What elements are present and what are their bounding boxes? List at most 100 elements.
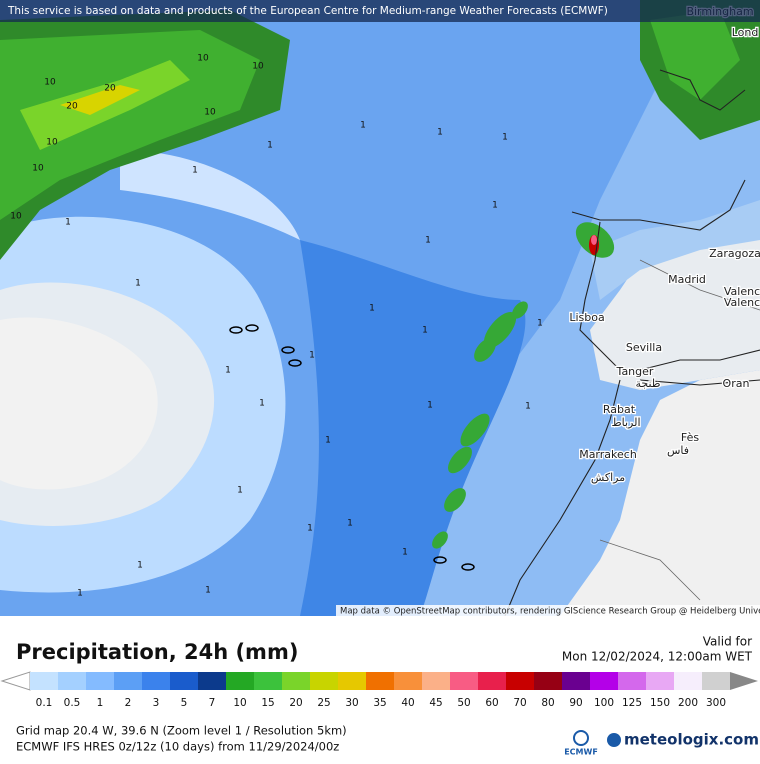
colorbar-swatch [58,672,86,690]
island [229,326,243,334]
contour-label: 1 [137,561,143,571]
colorbar-swatch [170,672,198,690]
colorbar-swatch [338,672,366,690]
colorbar-label: 0.5 [64,697,81,709]
colorbar-swatch [422,672,450,690]
valid-label: Valid for [703,635,752,649]
contour-label: 10 [197,54,209,64]
colorbar-label: 3 [153,697,160,709]
contour-label: 10 [10,212,22,222]
contour-label: 1 [425,236,431,246]
colorbar-label: 300 [706,697,726,709]
precip-area [60,85,140,115]
city-label: Rabat [603,403,636,416]
colorbar-label: 20 [289,697,302,709]
colorbar-swatch [646,672,674,690]
city-label: Valenc [724,296,760,309]
colorbar-high-end [730,672,758,690]
colorbar-swatch [618,672,646,690]
colorbar-swatch [226,672,254,690]
colorbar: 0.1 0.5 1 2 3 5 7 10 15 20 25 30 35 40 45 50 60 70 80 90 100… [0,671,758,709]
colorbar-label: 5 [181,697,188,709]
contour-label: 1 [427,401,433,411]
ecmwf-label: ECMWF [564,748,598,757]
contour-label: 1 [205,586,211,596]
header-bar [0,0,760,22]
colorbar-label: 15 [261,697,274,709]
island [288,359,302,367]
contour-label: 1 [537,319,543,329]
colorbar-swatch [30,672,58,690]
precip-area [590,230,760,390]
contour-label: 20 [66,102,78,112]
contour-label: 1 [502,133,508,143]
colorbar-swatch [366,672,394,690]
colorbar-label: 40 [401,697,414,709]
precip-area [120,150,300,240]
colorbar-label: 70 [513,697,526,709]
coastline [659,69,746,111]
grid-info: Grid map 20.4 W, 39.6 N (Zoom level 1 / … [16,724,347,738]
colorbar-swatch [254,672,282,690]
city-label: Madrid [668,273,706,286]
colorbar-swatch [702,672,730,690]
city-label: Oran [723,377,750,390]
contour-label: 1 [225,366,231,376]
precip-cell [474,338,496,362]
colorbar-label: 25 [317,697,330,709]
contour-label: 10 [252,62,264,72]
colorbar-swatch [142,672,170,690]
colorbar-label: 10 [233,697,246,709]
contour-label: 1 [347,519,353,529]
city-label: مراكش [591,471,625,484]
coastline [579,221,760,371]
border [599,539,701,601]
colorbar-label: 200 [678,697,698,709]
colorbar-swatch [450,672,478,690]
ecmwf-logo [573,730,589,746]
map: BirminghamLondZaragozaMadridValencValenc… [0,0,760,616]
colorbar-swatch [506,672,534,690]
colorbar-swatch [394,672,422,690]
contour-label: 1 [135,279,141,289]
brand: meteologix.com [624,731,759,749]
colorbar-label: 150 [650,697,670,709]
header-notice: This service is based on data and produc… [7,5,608,17]
contour-label: 1 [267,141,273,151]
city-label: Marrakech [579,448,637,461]
island [433,556,447,564]
contour-label: 1 [192,166,198,176]
contour-label: 1 [65,218,71,228]
city-label: Lisboa [569,311,604,324]
precip-area [650,10,740,100]
colorbar-label: 45 [429,697,442,709]
contour-label: 1 [437,128,443,138]
colorbar-swatch [562,672,590,690]
legend-title: Precipitation, 24h (mm) [16,640,298,664]
precip-cell [448,446,472,474]
contour-label: 1 [325,436,331,446]
island [281,346,295,354]
contour-label: 1 [309,351,315,361]
city-label: الرباط [611,416,640,429]
city-label: Lond [732,26,759,39]
contour-label: 1 [77,589,83,599]
colorbar-label: 30 [345,697,358,709]
coastline [504,379,621,616]
precip-area [560,370,760,616]
contour-label: 1 [422,326,428,336]
precip-cell [444,488,466,512]
contour-label: 10 [44,78,56,88]
model-info: ECMWF IFS HRES 0z/12z (10 days) from 11/… [16,740,339,754]
contour-label: 1 [237,486,243,496]
precip-cell [460,413,490,447]
precip-area [590,200,760,300]
colorbar-swatch [310,672,338,690]
contour-label: 10 [32,164,44,174]
colorbar-label: 80 [541,697,554,709]
colorbar-swatch [590,672,618,690]
contour-label: 1 [360,121,366,131]
contour-label: 1 [402,548,408,558]
precip-area [0,317,158,490]
